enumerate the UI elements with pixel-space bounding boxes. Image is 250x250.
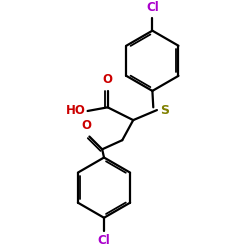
Text: Cl: Cl [146,1,159,14]
Text: O: O [82,119,92,132]
Text: HO: HO [66,104,86,118]
Text: O: O [103,73,113,86]
Text: S: S [160,104,169,117]
Text: Cl: Cl [98,234,110,247]
